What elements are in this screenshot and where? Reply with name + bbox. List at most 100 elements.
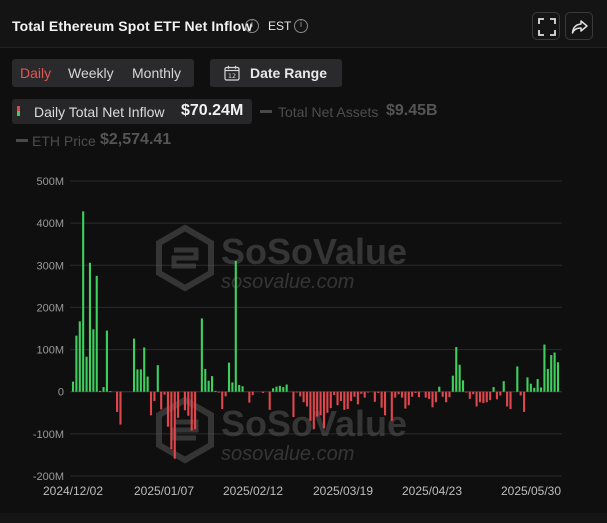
axis-labels: 500M 400M 300M 200M 100M 0 -100M -200M2024/12/0… xyxy=(33,176,562,498)
x-tick-label: 2025/05/30 xyxy=(501,484,561,498)
bar xyxy=(407,391,410,406)
logo-hexagon-icon xyxy=(156,224,214,292)
bar xyxy=(200,318,203,392)
bar xyxy=(417,391,420,398)
bar xyxy=(316,391,319,417)
legend-eth-price[interactable]: ETH Price $2,574.41 xyxy=(12,128,182,153)
bar xyxy=(136,369,139,392)
bar xyxy=(153,391,156,401)
bar xyxy=(550,355,553,392)
watermark-url: sosovalue.com xyxy=(221,443,354,465)
bar xyxy=(489,391,492,401)
bar xyxy=(214,390,217,392)
bar xyxy=(438,386,441,392)
logo-s-icon xyxy=(171,247,199,269)
bar xyxy=(105,330,108,392)
bars xyxy=(71,211,560,459)
logo-hexagon-icon xyxy=(156,396,214,464)
bar xyxy=(353,391,356,397)
bar xyxy=(502,381,505,392)
legend-price-value: $2,574.41 xyxy=(100,131,172,148)
x-tick-label: 2025/04/23 xyxy=(402,484,462,498)
legend-total-net-assets[interactable]: Total Net Assets $9.45B xyxy=(258,99,444,124)
bar xyxy=(377,391,380,393)
timezone-info-icon[interactable]: i xyxy=(294,19,308,33)
bar xyxy=(543,344,546,392)
assets-swatch xyxy=(260,110,272,113)
period-monthly[interactable]: Monthly xyxy=(132,65,182,81)
negative-swatch xyxy=(17,106,20,111)
net-inflow-chart: SoSoValuesosovalue.comSoSoValuesosovalue… xyxy=(33,176,562,498)
bar xyxy=(319,391,322,416)
period-weekly[interactable]: Weekly xyxy=(68,65,114,81)
bar xyxy=(322,391,326,429)
share-button[interactable] xyxy=(565,12,593,40)
bar xyxy=(217,391,220,393)
watermark-url: sosovalue.com xyxy=(221,271,354,293)
period-daily[interactable]: Daily xyxy=(20,65,52,81)
bar xyxy=(390,391,393,421)
bar xyxy=(251,391,254,396)
bar xyxy=(482,391,485,404)
x-tick-label: 2025/01/07 xyxy=(134,484,194,498)
legend-inflow-value: $70.24M xyxy=(181,102,244,119)
bar xyxy=(268,391,271,410)
bar xyxy=(485,391,488,403)
date-range-button[interactable]: 12 Date Range xyxy=(210,59,342,87)
share-icon xyxy=(571,20,588,34)
bar xyxy=(428,391,431,399)
info-icon[interactable]: i xyxy=(245,19,259,33)
bar xyxy=(431,391,434,408)
bar xyxy=(356,391,359,405)
bar xyxy=(183,391,186,411)
bar xyxy=(526,377,529,392)
bar xyxy=(329,391,332,409)
watermark: SoSoValuesosovalue.comSoSoValuesosovalue… xyxy=(156,224,407,465)
bar xyxy=(326,391,329,413)
bar xyxy=(173,391,176,459)
bar xyxy=(339,391,342,401)
bar xyxy=(194,391,197,430)
bar xyxy=(441,391,444,397)
bar xyxy=(475,391,478,407)
bar xyxy=(492,387,495,392)
bar xyxy=(160,391,163,410)
bar xyxy=(99,390,102,392)
bar xyxy=(139,369,142,392)
bar xyxy=(445,391,448,403)
expand-icon xyxy=(538,18,556,36)
bar xyxy=(282,387,285,392)
date-range-label: Date Range xyxy=(250,65,328,81)
bar xyxy=(119,391,122,425)
bar xyxy=(85,356,88,392)
bar xyxy=(75,335,78,392)
bar xyxy=(506,391,509,407)
bar xyxy=(292,391,295,417)
bar xyxy=(156,365,159,392)
bar xyxy=(248,391,251,403)
bar xyxy=(336,391,339,406)
bar xyxy=(285,384,288,392)
x-tick-label: 2025/02/12 xyxy=(223,484,283,498)
fullscreen-button[interactable] xyxy=(532,12,560,40)
positive-swatch xyxy=(17,111,20,116)
price-swatch xyxy=(16,139,28,142)
legend-inflow-label: Daily Total Net Inflow xyxy=(34,104,165,120)
bar xyxy=(397,391,400,395)
bar xyxy=(333,391,336,396)
y-tick-label: -200M xyxy=(33,471,64,483)
bar xyxy=(533,387,536,392)
legend-price-label: ETH Price xyxy=(32,133,96,149)
chart-header: Total Ethereum Spot ETF Net Inflow i EST… xyxy=(0,0,607,48)
legend-daily-net-inflow[interactable]: Daily Total Net Inflow $70.24M xyxy=(12,99,252,124)
bar xyxy=(360,391,363,394)
bar xyxy=(143,347,146,392)
y-tick-label: 200M xyxy=(36,302,64,314)
bar xyxy=(383,391,387,416)
watermark-brand: SoSoValue xyxy=(221,231,407,272)
bar xyxy=(109,391,112,393)
chart-title: Total Ethereum Spot ETF Net Inflow xyxy=(12,18,253,34)
bottom-bar xyxy=(0,513,607,523)
bar xyxy=(170,391,173,450)
